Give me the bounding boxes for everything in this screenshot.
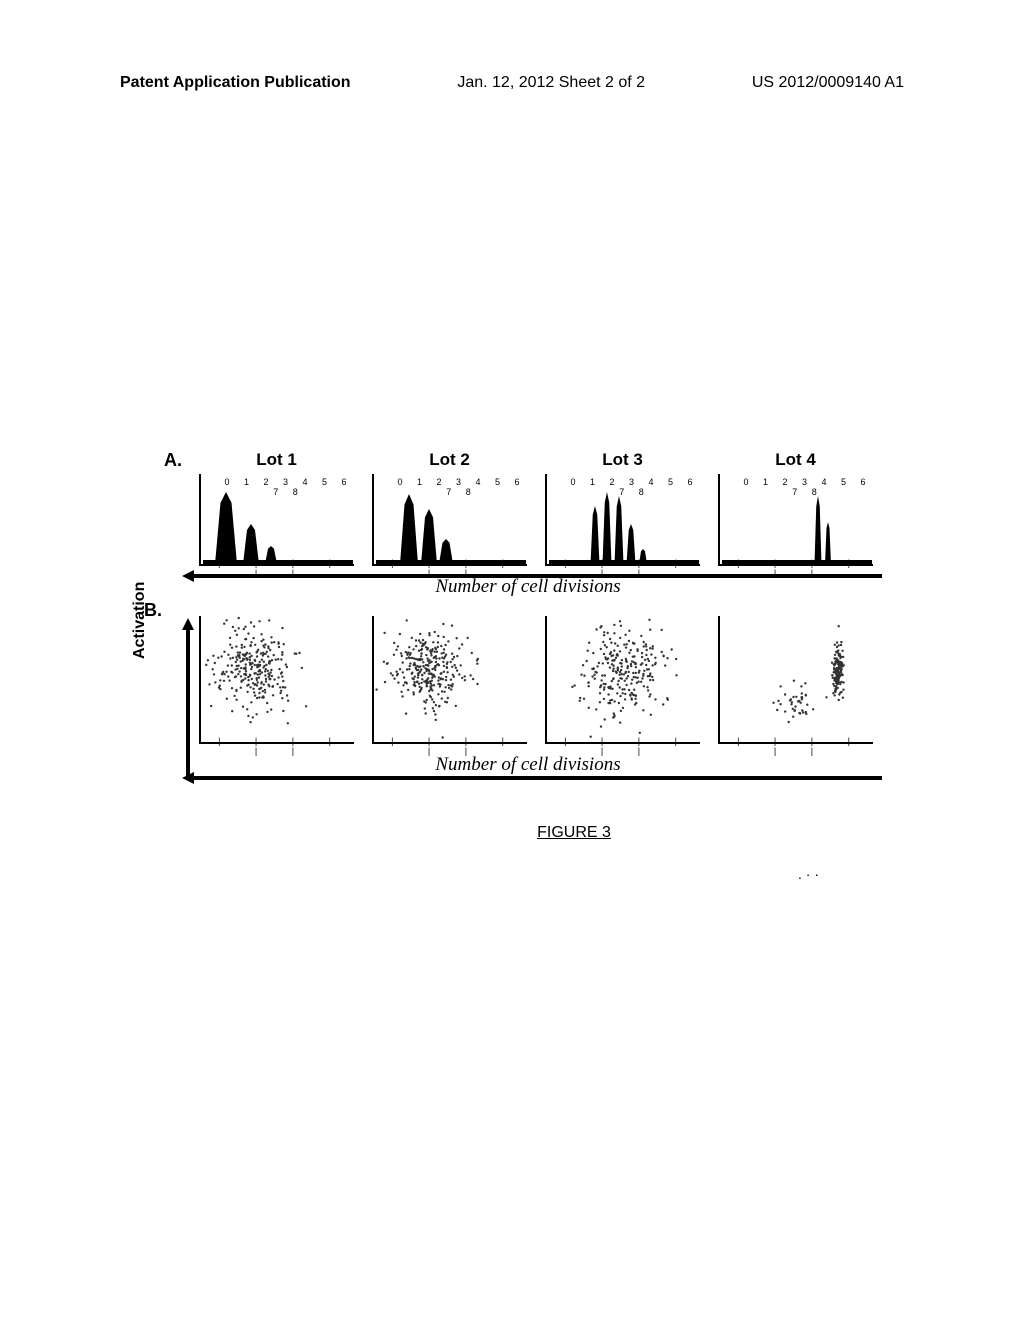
- header-date-sheet: Jan. 12, 2012 Sheet 2 of 2: [457, 74, 645, 92]
- page-header: Patent Application Publication Jan. 12, …: [0, 74, 1024, 92]
- scatter-plot: | | | | | |: [372, 616, 527, 744]
- histogram-plot: 0 1 2 3 4 5 6 7 8| | | | | |: [372, 474, 527, 566]
- x-ticks: | | | | | |: [557, 736, 700, 756]
- stray-mark: . · ·: [798, 866, 819, 882]
- lot-label: Lot 2: [372, 450, 527, 470]
- header-patent-number: US 2012/0009140 A1: [752, 74, 904, 92]
- lot-cell: Lot 2 0 1 2 3 4 5 6 7 8| | | | | |: [372, 450, 527, 566]
- lot-cell: Lot 4 0 1 2 3 4 5 6 7 8| | | | | |: [718, 450, 873, 566]
- x-ticks: | | | | | |: [384, 736, 527, 756]
- lot-label: Lot 1: [199, 450, 354, 470]
- scatter-cell: | | | | | |: [718, 616, 873, 744]
- scatter-cell: | | | | | |: [545, 616, 700, 744]
- x-ticks: | | | | | |: [211, 736, 354, 756]
- lot-label: Lot 4: [718, 450, 873, 470]
- y-axis-label: Activation: [131, 582, 149, 659]
- x-axis-line-a: [192, 574, 882, 578]
- lot-cell: Lot 3 0 1 2 3 4 5 6 7 8| | | | | |: [545, 450, 700, 566]
- lot-label: Lot 3: [545, 450, 700, 470]
- figure-3-container: A. Lot 10 1 2 3 4 5 6 7 8| | | | | |Lot …: [164, 450, 864, 842]
- scatter-plot: | | | | | |: [545, 616, 700, 744]
- x-axis-label-b: Number of cell divisions: [192, 754, 864, 776]
- figure-caption: FIGURE 3: [284, 824, 864, 842]
- histogram-plot: 0 1 2 3 4 5 6 7 8| | | | | |: [545, 474, 700, 566]
- panel-b-scatter-row: | | | | | || | | | | || | | | | || | | |…: [199, 616, 864, 744]
- scatter-plot: | | | | | |: [199, 616, 354, 744]
- x-ticks: | | | | | |: [730, 736, 873, 756]
- header-publication: Patent Application Publication: [120, 74, 351, 92]
- lot-cell: Lot 1 0 1 2 3 4 5 6 7 8| | | | | |: [199, 450, 354, 566]
- scatter-plot: | | | | | |: [718, 616, 873, 744]
- panel-a-histograms-row: Lot 1 0 1 2 3 4 5 6 7 8| | | | | | Lot 2 0 …: [199, 450, 864, 566]
- x-axis-label-a: Number of cell divisions: [192, 576, 864, 598]
- scatter-cell: | | | | | |: [372, 616, 527, 744]
- panel-a-label: A.: [164, 450, 182, 471]
- histogram-plot: 0 1 2 3 4 5 6 7 8| | | | | |: [199, 474, 354, 566]
- x-axis-line-b: [192, 776, 882, 780]
- histogram-plot: 0 1 2 3 4 5 6 7 8| | | | | |: [718, 474, 873, 566]
- y-axis-line: [186, 628, 190, 776]
- scatter-cell: | | | | | |: [199, 616, 354, 744]
